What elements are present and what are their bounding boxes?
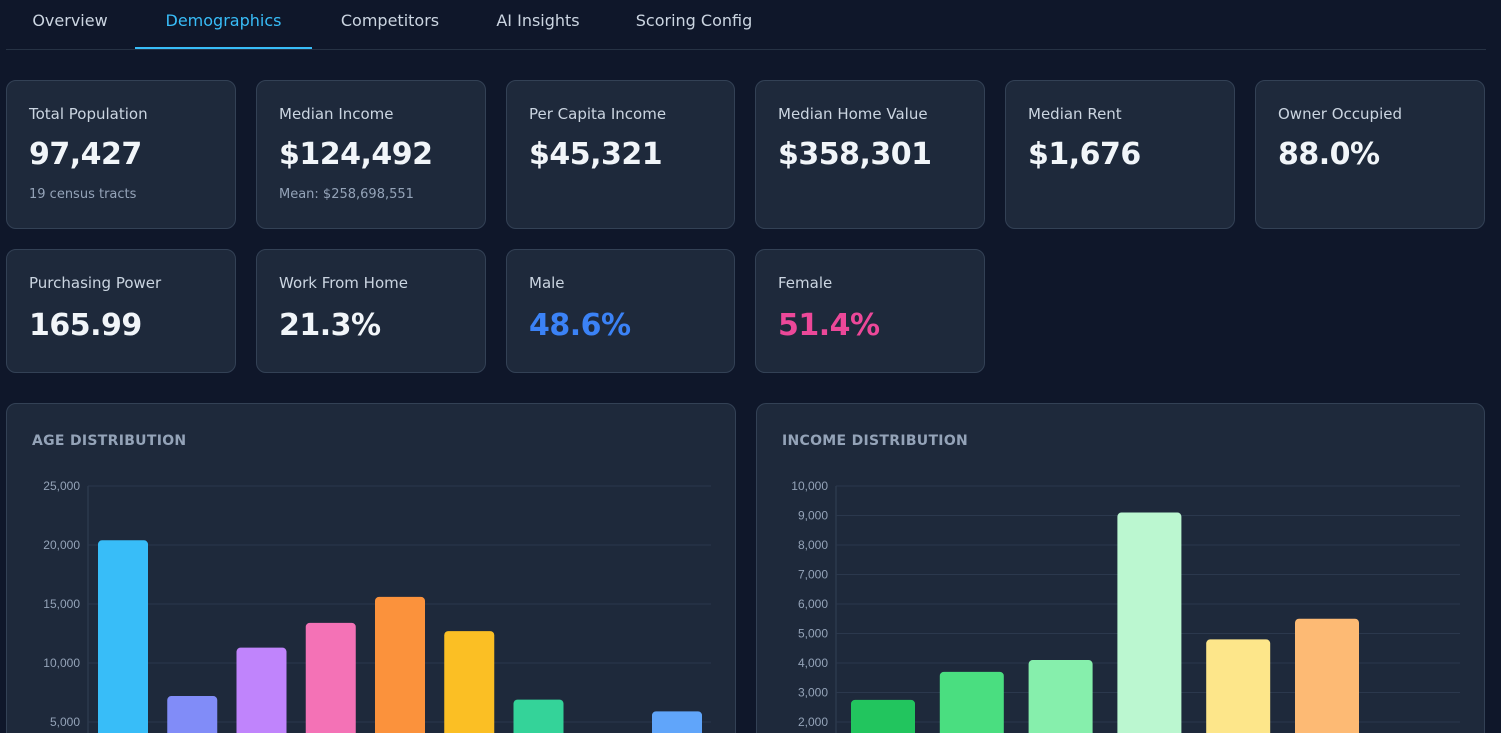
- metric-value: 88.0%: [1278, 137, 1380, 172]
- metric-label: Per Capita Income: [529, 105, 667, 123]
- tab-bar: Overview Demographics Competitors AI Ins…: [6, 0, 1486, 50]
- metric-label: Median Rent: [1028, 105, 1122, 123]
- income-distribution-chart: 10,000 9,000 8,000 7,000 6,000 5,000 4,000 3,00…: [791, 479, 1460, 733]
- bar[interactable]: [1206, 639, 1271, 733]
- metric-subtext: 19 census tracts: [29, 187, 137, 202]
- bar[interactable]: [513, 699, 564, 733]
- metric-card-male: Male 48.6%: [506, 249, 735, 373]
- y-tick-label: 5,000: [50, 715, 80, 729]
- metric-value: $358,301: [778, 137, 932, 172]
- bar[interactable]: [444, 631, 495, 733]
- tab-ai-insights[interactable]: AI Insights: [496, 11, 580, 30]
- metric-card-owner-occupied: Owner Occupied 88.0%: [1255, 80, 1485, 229]
- age-distribution-chart: 25,000 20,000 15,000 10,000 5,000: [43, 479, 711, 733]
- metric-card-female: Female 51.4%: [755, 249, 985, 373]
- metric-card-median-income: Median Income $124,492 Mean: $258,698,55…: [256, 80, 486, 229]
- y-tick-label: 8,000: [798, 538, 828, 552]
- tab-scoring-config[interactable]: Scoring Config: [635, 11, 753, 30]
- y-tick-label: 10,000: [43, 656, 80, 670]
- bar[interactable]: [1028, 660, 1093, 733]
- bar[interactable]: [1295, 618, 1359, 733]
- metric-label: Median Home Value: [778, 105, 928, 123]
- metric-label: Owner Occupied: [1278, 105, 1402, 123]
- bar[interactable]: [167, 696, 218, 733]
- y-tick-label: 15,000: [43, 597, 80, 611]
- metric-card-total-population: Total Population 97,427 19 census tracts: [6, 80, 236, 229]
- metric-value: 48.6%: [529, 308, 631, 343]
- metric-card-median-home-value: Median Home Value $358,301: [755, 80, 985, 229]
- bar[interactable]: [375, 596, 425, 733]
- bar[interactable]: [851, 699, 915, 733]
- bar[interactable]: [1117, 512, 1182, 733]
- metric-value: $45,321: [529, 137, 663, 172]
- metric-card-per-capita-income: Per Capita Income $45,321: [506, 80, 735, 229]
- y-tick-label: 10,000: [791, 479, 828, 493]
- metric-card-purchasing-power: Purchasing Power 165.99: [6, 249, 236, 373]
- metric-card-work-from-home: Work From Home 21.3%: [256, 249, 486, 373]
- y-tick-label: 20,000: [43, 538, 80, 552]
- y-tick-label: 2,000: [798, 715, 828, 729]
- income-distribution-panel: INCOME DISTRIBUTION 10,000 9,000 8,000 7,00…: [756, 403, 1485, 733]
- metric-label: Total Population: [29, 105, 148, 123]
- tab-overview[interactable]: Overview: [32, 11, 108, 30]
- metric-value: 165.99: [29, 308, 142, 343]
- metric-card-median-rent: Median Rent $1,676: [1005, 80, 1235, 229]
- metric-label: Male: [529, 274, 565, 292]
- metric-value: 21.3%: [279, 308, 381, 343]
- bar[interactable]: [939, 671, 1004, 733]
- tab-demographics[interactable]: Demographics: [135, 0, 312, 49]
- metric-label: Purchasing Power: [29, 274, 162, 292]
- y-tick-label: 5,000: [798, 627, 828, 641]
- bar[interactable]: [236, 647, 287, 733]
- metric-value: 97,427: [29, 137, 142, 172]
- y-tick-label: 3,000: [798, 686, 828, 700]
- metric-label: Median Income: [279, 105, 394, 123]
- bar[interactable]: [305, 622, 356, 733]
- y-tick-label: 4,000: [798, 656, 828, 670]
- chart-title: AGE DISTRIBUTION: [32, 433, 187, 449]
- y-tick-label: 9,000: [798, 509, 828, 523]
- metric-value: $1,676: [1028, 137, 1141, 172]
- y-tick-label: 25,000: [43, 479, 80, 493]
- metric-label: Female: [778, 274, 833, 292]
- y-tick-label: 6,000: [798, 597, 828, 611]
- tab-competitors[interactable]: Competitors: [340, 11, 440, 30]
- bar[interactable]: [652, 711, 702, 733]
- bar[interactable]: [98, 540, 148, 733]
- chart-title: INCOME DISTRIBUTION: [782, 433, 969, 449]
- metric-value: 51.4%: [778, 308, 880, 343]
- y-tick-label: 7,000: [798, 568, 828, 582]
- age-distribution-panel: AGE DISTRIBUTION 25,000 20,000 15,000 10,00…: [6, 403, 736, 733]
- metric-subtext: Mean: $258,698,551: [279, 187, 414, 202]
- metric-label: Work From Home: [279, 274, 408, 292]
- metric-value: $124,492: [279, 137, 433, 172]
